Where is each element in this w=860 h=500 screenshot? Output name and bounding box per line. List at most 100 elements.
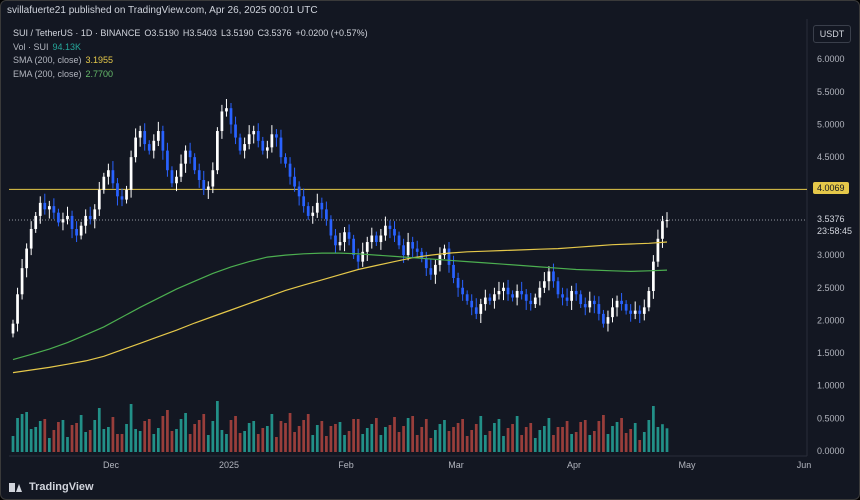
candle-body: [588, 300, 592, 308]
x-tick-label: Apr: [567, 460, 581, 470]
volume-bar: [93, 420, 97, 452]
candle-body: [565, 297, 569, 301]
candle-body: [611, 307, 614, 318]
volume-bar: [225, 434, 228, 452]
candle-body: [284, 157, 287, 164]
volume-bar: [588, 435, 592, 452]
volume-bar: [179, 419, 183, 452]
volume-bar: [79, 415, 83, 452]
candle-body: [493, 294, 496, 301]
candle-body: [93, 209, 97, 220]
candle-body: [633, 310, 637, 314]
candle-body: [434, 264, 437, 275]
volume-bar: [143, 421, 147, 452]
volume-bar: [470, 430, 474, 452]
volume-bar: [370, 424, 374, 452]
volume-bar: [107, 427, 110, 452]
volume-bar: [84, 432, 88, 452]
volume-bar: [556, 427, 560, 452]
volume-bar: [243, 431, 246, 452]
candle-body: [624, 304, 628, 311]
candle-body: [356, 255, 360, 262]
volume-bar: [256, 434, 260, 452]
candle-body: [447, 248, 451, 265]
candle-body: [161, 131, 165, 151]
volume-bar: [166, 410, 169, 452]
candle-body: [88, 215, 92, 220]
volume-label[interactable]: Vol · SUI: [13, 41, 49, 52]
volume-bar: [138, 431, 142, 452]
candle-body: [406, 242, 410, 256]
candle-body: [506, 287, 510, 295]
candle-body: [556, 281, 560, 295]
sma-row: SMA (200, close) 3.1955: [13, 54, 368, 68]
ema-label[interactable]: EMA (200, close): [13, 68, 82, 79]
volume-bar: [43, 419, 47, 452]
volume-bar: [152, 434, 156, 452]
volume-bar: [34, 427, 38, 452]
sma-200-line: [12, 241, 668, 374]
candle-body: [311, 212, 315, 216]
volume-bar: [25, 412, 28, 452]
volume-bar: [220, 430, 224, 452]
candle-body: [70, 215, 74, 229]
volume-bar: [334, 424, 337, 452]
candle-body: [234, 124, 237, 138]
candle-body: [592, 300, 596, 305]
symbol-label[interactable]: SUI / TetherUS · 1D · BINANCE: [13, 28, 141, 38]
candle-body: [134, 137, 137, 158]
footer-brand[interactable]: TradingView: [9, 481, 94, 493]
volume-bar: [238, 433, 242, 452]
volume-bar: [38, 421, 42, 452]
candle-body: [75, 228, 78, 236]
y-tick-label: 4.5000: [817, 152, 845, 162]
volume-bar: [320, 421, 324, 452]
candle-body: [574, 291, 578, 295]
volume-bar: [615, 422, 619, 452]
volume-bar: [184, 413, 187, 452]
candle-body: [415, 248, 419, 252]
candle-body: [79, 225, 83, 236]
volume-bar: [125, 424, 128, 452]
candle-body: [243, 144, 246, 151]
volume-bar: [325, 436, 328, 452]
volume-bar: [61, 420, 65, 452]
candle-body: [597, 304, 601, 314]
currency-button[interactable]: USDT: [813, 25, 851, 43]
volume-bar: [129, 404, 133, 452]
candle-body: [352, 238, 355, 256]
publisher-line: svillafuerte21 published on TradingView.…: [7, 5, 318, 16]
volume-value: 94.13K: [52, 41, 82, 52]
volume-bar: [234, 416, 237, 452]
volume-bar: [620, 418, 623, 452]
volume-bar: [88, 430, 92, 452]
candle-body: [615, 300, 619, 308]
volume-bar: [583, 420, 587, 452]
y-tick-label: 2.5000: [817, 283, 845, 293]
candle-body: [25, 248, 28, 269]
sma-label[interactable]: SMA (200, close): [13, 55, 82, 65]
volume-bar: [624, 433, 628, 452]
candle-body: [138, 131, 142, 138]
volume-bar: [656, 427, 660, 452]
volume-bar: [216, 401, 219, 452]
candle-body: [107, 170, 110, 177]
candle-body: [642, 307, 646, 314]
volume-bar: [552, 435, 555, 452]
volume-bar: [211, 421, 215, 452]
open-value: O3.5190: [144, 28, 179, 38]
candle-body: [216, 131, 219, 171]
volume-bar: [361, 434, 365, 452]
volume-bar: [597, 421, 601, 452]
candle-body: [602, 313, 605, 324]
candle-body: [52, 206, 56, 213]
candle-body: [338, 242, 342, 246]
y-tick-label: 1.5000: [817, 348, 845, 358]
volume-bar: [493, 423, 496, 452]
volume-bar: [438, 424, 442, 452]
volume-bar: [102, 429, 106, 452]
volume-bar: [538, 430, 542, 452]
volume-bar: [456, 423, 460, 452]
